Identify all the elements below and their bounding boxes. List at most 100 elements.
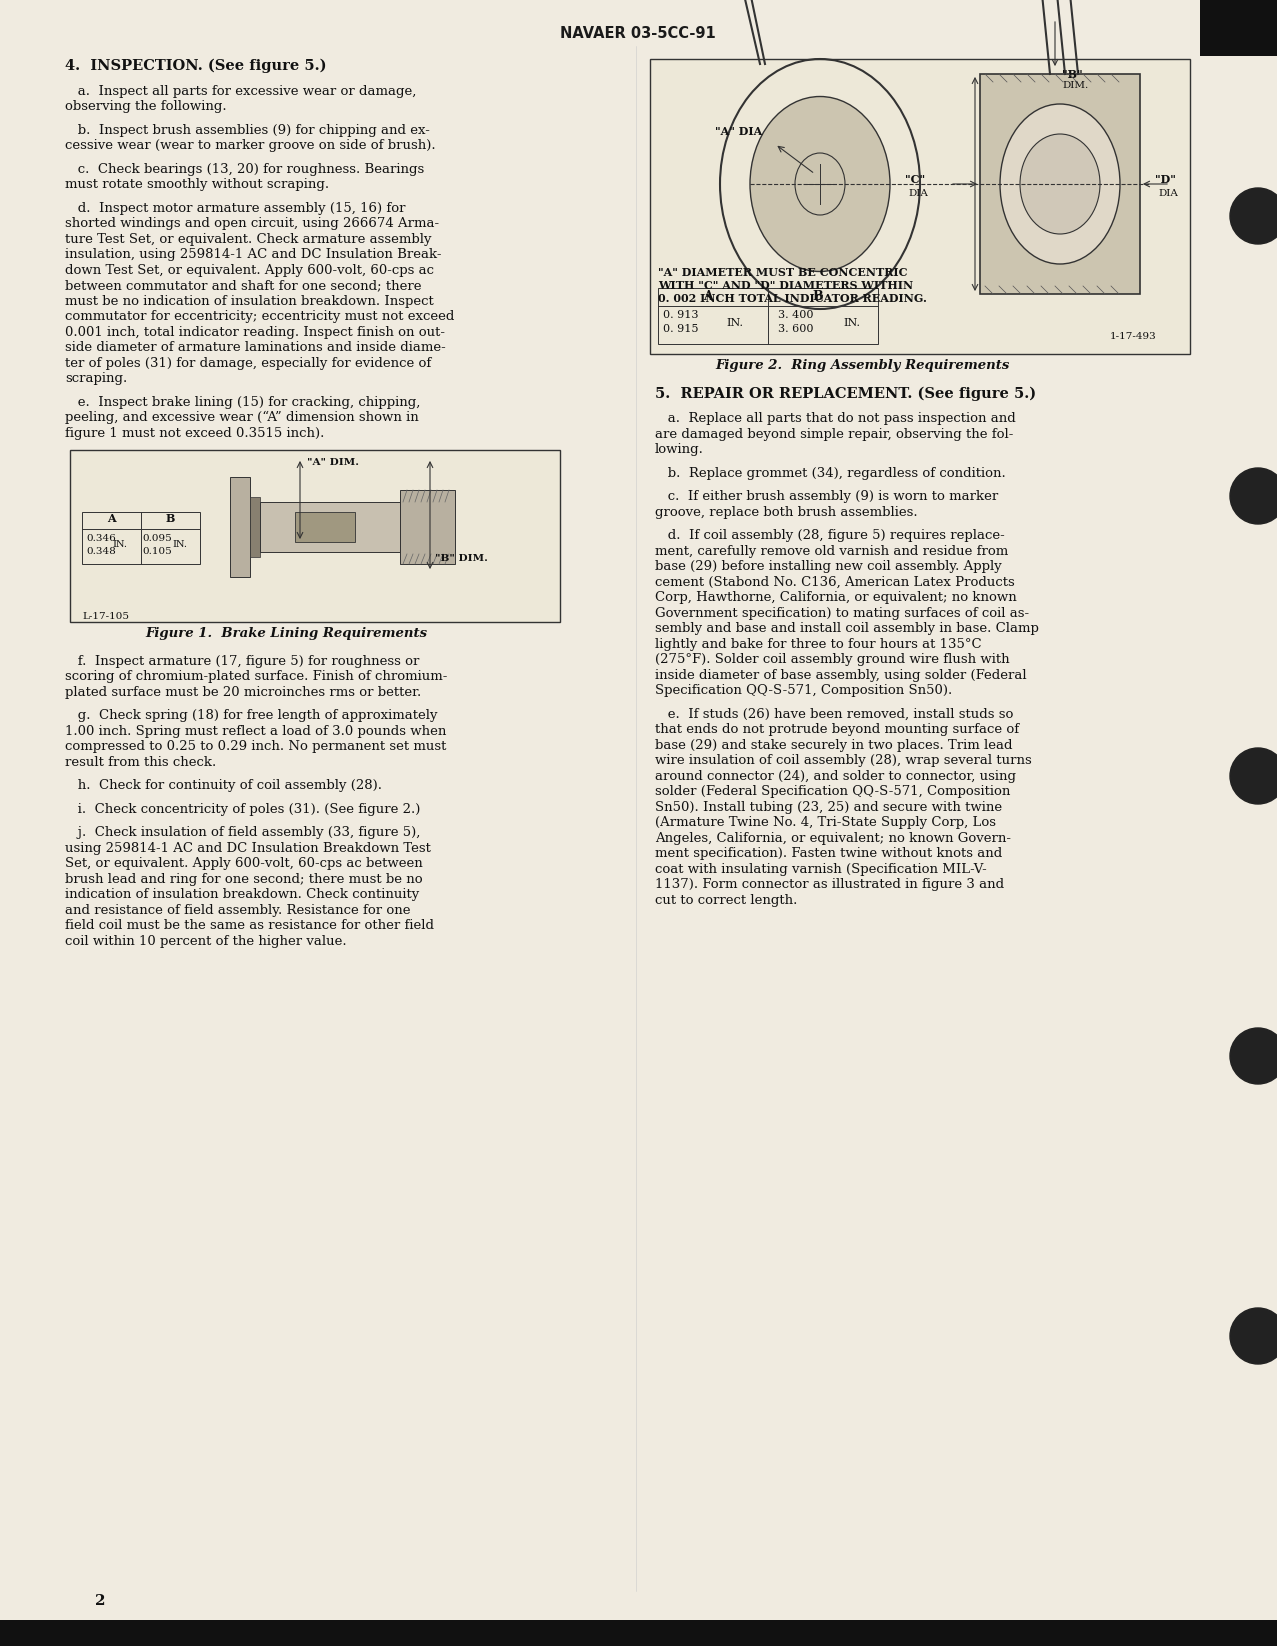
Text: lowing.: lowing. — [655, 443, 704, 456]
Text: inside diameter of base assembly, using solder (Federal: inside diameter of base assembly, using … — [655, 668, 1027, 681]
Text: scraping.: scraping. — [65, 372, 128, 385]
Text: (275°F). Solder coil assembly ground wire flush with: (275°F). Solder coil assembly ground wir… — [655, 653, 1010, 667]
Text: ment specification). Fasten twine without knots and: ment specification). Fasten twine withou… — [655, 848, 1002, 859]
Text: lightly and bake for three to four hours at 135°C: lightly and bake for three to four hours… — [655, 637, 982, 650]
Text: "A" DIAMETER MUST BE CONCENTRIC: "A" DIAMETER MUST BE CONCENTRIC — [658, 267, 908, 278]
Text: j.  Check insulation of field assembly (33, figure 5),: j. Check insulation of field assembly (3… — [65, 826, 420, 839]
Text: IN.: IN. — [727, 318, 743, 328]
Bar — [250, 497, 261, 556]
Text: b.  Inspect brush assemblies (9) for chipping and ex-: b. Inspect brush assemblies (9) for chip… — [65, 123, 430, 137]
Text: 0.346: 0.346 — [86, 533, 116, 543]
Bar — [400, 491, 455, 565]
Text: DIA: DIA — [1158, 189, 1177, 198]
Circle shape — [1230, 188, 1277, 244]
Text: between commutator and shaft for one second; there: between commutator and shaft for one sec… — [65, 280, 421, 291]
Text: and resistance of field assembly. Resistance for one: and resistance of field assembly. Resist… — [65, 904, 410, 917]
Circle shape — [1230, 747, 1277, 803]
Text: around connector (24), and solder to connector, using: around connector (24), and solder to con… — [655, 769, 1016, 782]
Text: field coil must be the same as resistance for other field: field coil must be the same as resistanc… — [65, 918, 434, 932]
Text: are damaged beyond simple repair, observing the fol-: are damaged beyond simple repair, observ… — [655, 428, 1014, 441]
Text: groove, replace both brush assemblies.: groove, replace both brush assemblies. — [655, 505, 918, 518]
Text: Figure 2.  Ring Assembly Requirements: Figure 2. Ring Assembly Requirements — [715, 359, 1009, 372]
Text: "D": "D" — [1154, 174, 1176, 184]
Text: A: A — [704, 290, 713, 303]
Bar — [650, 59, 1190, 354]
Text: IN.: IN. — [843, 318, 859, 328]
Text: plated surface must be 20 microinches rms or better.: plated surface must be 20 microinches rm… — [65, 685, 421, 698]
Text: Specification QQ-S-571, Composition Sn50).: Specification QQ-S-571, Composition Sn50… — [655, 685, 953, 696]
Text: peeling, and excessive wear (“A” dimension shown in: peeling, and excessive wear (“A” dimensi… — [65, 412, 419, 425]
Text: Government specification) to mating surfaces of coil as-: Government specification) to mating surf… — [655, 606, 1029, 619]
Text: b.  Replace grommet (34), regardless of condition.: b. Replace grommet (34), regardless of c… — [655, 466, 1006, 479]
Ellipse shape — [750, 97, 890, 272]
Text: d.  Inspect motor armature assembly (15, 16) for: d. Inspect motor armature assembly (15, … — [65, 201, 406, 214]
Text: "A" DIA: "A" DIA — [715, 127, 762, 137]
Text: scoring of chromium-plated surface. Finish of chromium-: scoring of chromium-plated surface. Fini… — [65, 670, 447, 683]
Text: observing the following.: observing the following. — [65, 100, 226, 114]
Text: side diameter of armature laminations and inside diame-: side diameter of armature laminations an… — [65, 341, 446, 354]
Ellipse shape — [1000, 104, 1120, 263]
Bar — [82, 512, 200, 565]
Text: base (29) and stake securely in two places. Trim lead: base (29) and stake securely in two plac… — [655, 739, 1013, 752]
Text: B: B — [812, 290, 824, 303]
Text: coil within 10 percent of the higher value.: coil within 10 percent of the higher val… — [65, 935, 346, 948]
Text: 0.105: 0.105 — [142, 546, 171, 556]
Text: result from this check.: result from this check. — [65, 756, 216, 769]
Text: 0.095: 0.095 — [142, 533, 171, 543]
Text: must rotate smoothly without scraping.: must rotate smoothly without scraping. — [65, 178, 329, 191]
Text: "B" DIM.: "B" DIM. — [435, 555, 488, 563]
Text: 0. 915: 0. 915 — [663, 324, 699, 334]
Text: figure 1 must not exceed 0.3515 inch).: figure 1 must not exceed 0.3515 inch). — [65, 426, 324, 439]
Text: Figure 1.  Brake Lining Requirements: Figure 1. Brake Lining Requirements — [146, 627, 427, 640]
Text: IN.: IN. — [112, 540, 126, 550]
Text: compressed to 0.25 to 0.29 inch. No permanent set must: compressed to 0.25 to 0.29 inch. No perm… — [65, 741, 447, 752]
Circle shape — [1230, 467, 1277, 523]
Text: WITH "C" AND "D" DIAMETERS WITHIN: WITH "C" AND "D" DIAMETERS WITHIN — [658, 280, 913, 291]
Bar — [295, 512, 355, 542]
Text: A: A — [107, 514, 115, 523]
Text: "A" DIM.: "A" DIM. — [306, 458, 359, 467]
Text: ture Test Set, or equivalent. Check armature assembly: ture Test Set, or equivalent. Check arma… — [65, 232, 432, 245]
Text: 0. 913: 0. 913 — [663, 309, 699, 319]
Ellipse shape — [1020, 133, 1099, 234]
Text: (Armature Twine No. 4, Tri-State Supply Corp, Los: (Armature Twine No. 4, Tri-State Supply … — [655, 816, 996, 830]
Text: 0. 002 INCH TOTAL INDICATOR READING.: 0. 002 INCH TOTAL INDICATOR READING. — [658, 293, 927, 305]
Text: ment, carefully remove old varnish and residue from: ment, carefully remove old varnish and r… — [655, 545, 1009, 558]
Text: f.  Inspect armature (17, figure 5) for roughness or: f. Inspect armature (17, figure 5) for r… — [65, 655, 419, 668]
Text: sembly and base and install coil assembly in base. Clamp: sembly and base and install coil assembl… — [655, 622, 1039, 635]
Text: g.  Check spring (18) for free length of approximately: g. Check spring (18) for free length of … — [65, 709, 438, 723]
Text: cessive wear (wear to marker groove on side of brush).: cessive wear (wear to marker groove on s… — [65, 138, 435, 151]
Text: cement (Stabond No. C136, American Latex Products: cement (Stabond No. C136, American Latex… — [655, 576, 1015, 589]
Text: Corp, Hawthorne, California, or equivalent; no known: Corp, Hawthorne, California, or equivale… — [655, 591, 1016, 604]
Text: e.  If studs (26) have been removed, install studs so: e. If studs (26) have been removed, inst… — [655, 708, 1014, 721]
Text: 5.  REPAIR OR REPLACEMENT. (See figure 5.): 5. REPAIR OR REPLACEMENT. (See figure 5.… — [655, 387, 1036, 402]
Text: shorted windings and open circuit, using 266674 Arma-: shorted windings and open circuit, using… — [65, 217, 439, 230]
Text: ter of poles (31) for damage, especially for evidence of: ter of poles (31) for damage, especially… — [65, 357, 432, 369]
Text: d.  If coil assembly (28, figure 5) requires replace-: d. If coil assembly (28, figure 5) requi… — [655, 528, 1005, 542]
Text: 4.  INSPECTION. (See figure 5.): 4. INSPECTION. (See figure 5.) — [65, 59, 327, 74]
Text: 1.00 inch. Spring must reflect a load of 3.0 pounds when: 1.00 inch. Spring must reflect a load of… — [65, 724, 447, 737]
Text: Set, or equivalent. Apply 600-volt, 60-cps ac between: Set, or equivalent. Apply 600-volt, 60-c… — [65, 858, 423, 871]
Text: indication of insulation breakdown. Check continuity: indication of insulation breakdown. Chec… — [65, 887, 419, 900]
Text: coat with insulating varnish (Specification MIL-V-: coat with insulating varnish (Specificat… — [655, 863, 987, 876]
Circle shape — [1230, 1309, 1277, 1365]
Bar — [261, 502, 400, 551]
Text: wire insulation of coil assembly (28), wrap several turns: wire insulation of coil assembly (28), w… — [655, 754, 1032, 767]
Text: i.  Check concentricity of poles (31). (See figure 2.): i. Check concentricity of poles (31). (S… — [65, 803, 420, 815]
Text: 0.348: 0.348 — [86, 546, 116, 556]
Circle shape — [1230, 1029, 1277, 1085]
Text: commutator for eccentricity; eccentricity must not exceed: commutator for eccentricity; eccentricit… — [65, 309, 455, 323]
Text: 1-17-493: 1-17-493 — [1110, 332, 1157, 341]
Bar — [658, 288, 879, 344]
Bar — [1200, 0, 1277, 56]
Text: down Test Set, or equivalent. Apply 600-volt, 60-cps ac: down Test Set, or equivalent. Apply 600-… — [65, 263, 434, 277]
Text: "B": "B" — [1062, 69, 1083, 81]
Text: c.  Check bearings (13, 20) for roughness. Bearings: c. Check bearings (13, 20) for roughness… — [65, 163, 424, 176]
Text: solder (Federal Specification QQ-S-571, Composition: solder (Federal Specification QQ-S-571, … — [655, 785, 1010, 798]
Text: 2: 2 — [94, 1593, 106, 1608]
Text: a.  Replace all parts that do not pass inspection and: a. Replace all parts that do not pass in… — [655, 412, 1015, 425]
Text: "C": "C" — [905, 174, 925, 184]
Text: 3. 400: 3. 400 — [778, 309, 813, 319]
Text: DIM.: DIM. — [1062, 81, 1088, 91]
Text: L-17-105: L-17-105 — [82, 612, 129, 621]
